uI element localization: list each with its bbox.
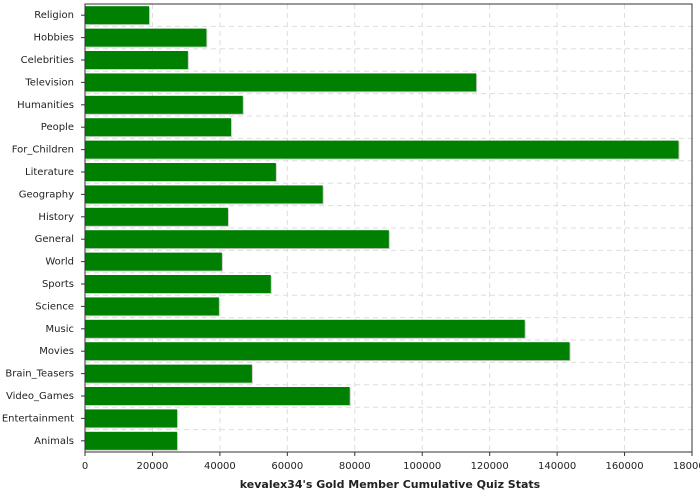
bar: [85, 207, 228, 226]
x-tick-label: 100000: [403, 461, 441, 472]
plot-frame: [84, 3, 693, 453]
bar: [85, 342, 570, 361]
y-tick-label: Sports: [42, 279, 74, 290]
y-tick-label: Animals: [34, 436, 74, 447]
y-tick-label: Brain_Teasers: [5, 369, 74, 380]
bar: [85, 6, 150, 25]
bar: [85, 51, 188, 69]
bar: [85, 28, 207, 47]
bar: [85, 409, 178, 428]
y-tick-label: Science: [35, 301, 74, 312]
bar: [85, 275, 271, 293]
x-tick-label: 40000: [204, 461, 236, 472]
y-tick-label: Television: [24, 77, 74, 88]
y-tick-label: Music: [46, 324, 74, 335]
x-axis-title: kevalex34's Gold Member Cumulative Quiz …: [240, 478, 541, 491]
y-tick-label: World: [45, 257, 74, 268]
y-tick-label: Celebrities: [21, 55, 74, 66]
y-tick-label: Hobbies: [34, 33, 74, 44]
y-tick-label: Religion: [34, 10, 74, 21]
bar: [85, 431, 178, 450]
bar: [85, 73, 477, 92]
bar: [85, 140, 679, 159]
y-tick-label: General: [35, 234, 74, 245]
bar: [85, 118, 232, 137]
x-tick-label: 140000: [538, 461, 576, 472]
y-tick-label: For_Children: [12, 145, 74, 156]
y-tick-label: Video_Games: [6, 391, 74, 402]
bar: [85, 185, 323, 204]
bar: [85, 364, 252, 383]
x-tick-label: 60000: [271, 461, 303, 472]
bar: [85, 95, 243, 114]
y-tick-label: Humanities: [17, 100, 74, 111]
y-tick-label: Movies: [39, 346, 74, 357]
x-tick-label: 0: [82, 461, 88, 472]
x-tick-label: 80000: [339, 461, 371, 472]
bar: [85, 163, 276, 181]
y-tick-label: Entertainment: [2, 413, 74, 424]
y-tick-label: Geography: [19, 189, 74, 200]
bar: [85, 230, 389, 249]
bar: [85, 297, 219, 316]
x-tick-label: 20000: [137, 461, 169, 472]
x-tick-label: 160000: [605, 461, 643, 472]
x-tick-label: 180000: [673, 461, 700, 472]
bar: [85, 387, 350, 405]
bar: [85, 319, 525, 338]
y-tick-label: People: [41, 122, 74, 133]
bar: [85, 252, 222, 271]
y-tick-label: Literature: [25, 167, 74, 178]
y-tick-label: History: [38, 212, 74, 223]
x-tick-label: 120000: [471, 461, 509, 472]
